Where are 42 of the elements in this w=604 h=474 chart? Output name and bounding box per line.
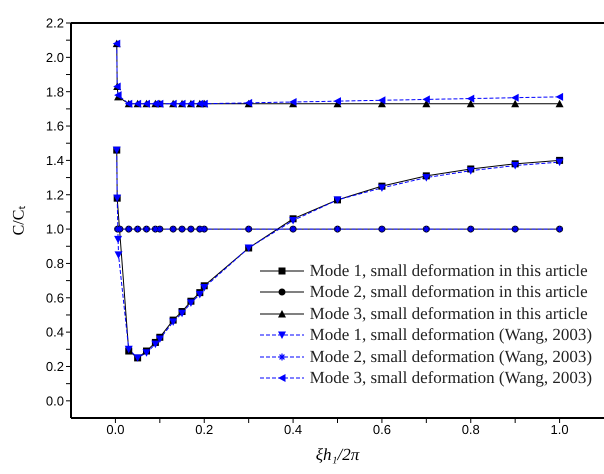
legend-label: Mode 2, small deformation in this article (310, 282, 588, 302)
point (422, 174, 430, 182)
y-tick-label: 1.2 (46, 187, 64, 202)
y-tick-label: 2.0 (46, 50, 64, 65)
x-tick-label: 0.0 (106, 422, 124, 438)
legend-label: Mode 1, small deformation in this article (310, 260, 588, 281)
x-tick-label: 0.6 (372, 422, 391, 438)
legend-label: Mode 1, small deformation (Wang, 2003) (310, 325, 592, 346)
point (422, 95, 430, 104)
point (151, 340, 160, 348)
y-tick-label: 1.4 (46, 153, 64, 168)
point (378, 96, 386, 104)
point (114, 251, 123, 259)
y-tick-label: 1.0 (46, 222, 64, 237)
legend-label: Mode 3, small deformation in this article (310, 304, 588, 324)
point (334, 97, 341, 106)
point (556, 100, 564, 108)
x-tick-label: 0.8 (462, 422, 480, 438)
point (511, 100, 520, 108)
y-tick-label: 0.2 (46, 359, 64, 374)
x-tick-label: 1.0 (550, 422, 569, 438)
point (556, 92, 564, 101)
y-axis-title: C/Cₜ (10, 206, 28, 236)
x-tick-label: 0.2 (195, 422, 214, 438)
point (466, 100, 475, 108)
point (511, 162, 520, 170)
x-tick-label: 0.4 (284, 422, 302, 438)
legend-label: Mode 3, small deformation (Wang, 2003) (310, 368, 592, 388)
legend-label: Mode 2, small deformation (Wang, 2003) (310, 346, 592, 367)
point (466, 94, 474, 103)
x-axis-title: ξh₁/2π (316, 445, 360, 464)
y-tick-label: 2.2 (46, 16, 64, 31)
point (511, 94, 519, 102)
point (466, 167, 475, 175)
point (114, 236, 122, 244)
point (556, 158, 564, 166)
y-tick-label: 1.8 (46, 84, 64, 100)
y-tick-label: 0.0 (46, 393, 64, 408)
y-tick-label: 0.4 (46, 324, 64, 340)
y-tick-label: 0.8 (46, 256, 64, 272)
y-tick-label: 0.6 (46, 290, 64, 306)
y-tick-label: 1.6 (46, 118, 64, 134)
